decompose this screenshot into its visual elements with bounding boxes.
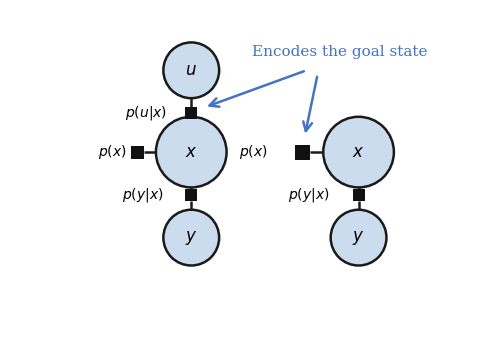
Text: $x$: $x$ xyxy=(352,144,365,161)
Text: $y$: $y$ xyxy=(185,228,198,247)
Text: $p(u|x)$: $p(u|x)$ xyxy=(125,104,167,122)
Text: $y$: $y$ xyxy=(352,228,365,247)
Text: $p(x)$: $p(x)$ xyxy=(98,143,127,161)
Bar xyxy=(185,189,197,201)
Circle shape xyxy=(163,210,219,266)
Bar xyxy=(185,107,197,119)
Text: Encodes the goal state: Encodes the goal state xyxy=(252,45,428,59)
Text: $x$: $x$ xyxy=(185,144,198,161)
Text: $p(y|x)$: $p(y|x)$ xyxy=(288,186,330,204)
Circle shape xyxy=(156,117,227,187)
Circle shape xyxy=(323,117,394,187)
Circle shape xyxy=(163,43,219,98)
Bar xyxy=(353,189,364,201)
Bar xyxy=(131,146,144,159)
Text: $p(y|x)$: $p(y|x)$ xyxy=(122,186,163,204)
Text: $u$: $u$ xyxy=(186,62,197,79)
Circle shape xyxy=(331,210,387,266)
Text: $p(x)$: $p(x)$ xyxy=(239,143,268,161)
Bar xyxy=(295,145,310,160)
